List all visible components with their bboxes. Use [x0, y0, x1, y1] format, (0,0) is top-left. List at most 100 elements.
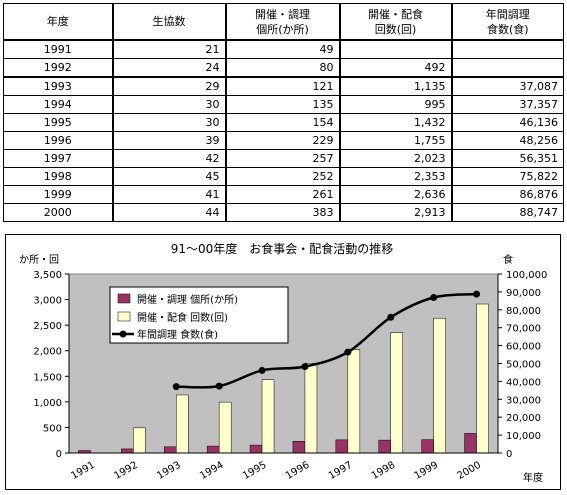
x-tick-label: 1994 — [198, 460, 226, 482]
cell-sites: 383 — [224, 203, 340, 222]
cell-sites: 121 — [224, 76, 340, 96]
chart-container: 91～00年度 お食事会・配食活動の推移 か所・回 食年度 3,500 3,000 2,5… — [5, 234, 561, 490]
legend-swatch-sessions — [117, 311, 131, 322]
y-left-tick-label: 3,000 — [33, 296, 62, 307]
bar-sessions — [433, 317, 446, 454]
y-left-tick-label: 1,500 — [33, 372, 62, 383]
y-right-tick-label: 50,000 — [506, 360, 541, 371]
cell-meals: 86,876 — [450, 185, 564, 204]
cell-sites: 49 — [224, 39, 340, 59]
table-row: 1992 24 80 492 — [3, 58, 564, 78]
y-left-tick-label: 0 — [56, 449, 62, 460]
cell-coops: 24 — [111, 58, 226, 78]
y-left-tick-label: 2,000 — [33, 347, 62, 358]
y-right-tick-label: 30,000 — [506, 395, 541, 406]
cell-sessions: 2,913 — [338, 203, 452, 222]
y-left-tick-label: 2,500 — [33, 321, 62, 332]
table-row: 1996 39 229 1,755 48,256 — [3, 131, 564, 150]
y-left-tick-label: 3,500 — [33, 270, 62, 281]
x-tick-label: 1995 — [241, 460, 269, 482]
header-coops: 生協数 — [111, 3, 226, 41]
line-meals-point — [172, 383, 180, 391]
cell-coops: 30 — [111, 113, 226, 132]
table-row: 1998 45 252 2,353 75,822 — [3, 167, 564, 186]
cell-year: 1992 — [3, 58, 113, 78]
cell-sessions: 1,432 — [338, 113, 452, 132]
cell-meals: 48,256 — [450, 131, 564, 150]
cell-sites: 229 — [224, 131, 340, 150]
cell-coops: 29 — [111, 76, 226, 96]
y-right-tick-label: 60,000 — [506, 342, 541, 353]
bar-sessions — [261, 379, 275, 454]
bar-sessions — [218, 401, 232, 454]
y-right-tick-label: 100,000 — [506, 270, 547, 281]
cell-meals: 46,136 — [450, 113, 564, 132]
table-header-row: 年度 生協数 開催・調理 個所(か所) 開催・配食 回数(回) 年間調理 食数(食) — [3, 3, 564, 41]
y-right-tick-label: 80,000 — [506, 306, 541, 317]
x-tick-label: 1993 — [155, 460, 183, 482]
x-tick-label: 1996 — [284, 460, 312, 482]
line-meals-point — [430, 293, 438, 301]
cell-year: 1996 — [3, 131, 113, 150]
line-meals-point — [473, 290, 481, 298]
cell-sessions — [338, 39, 452, 59]
line-meals-point — [258, 366, 266, 374]
cell-sessions: 2,636 — [338, 185, 452, 204]
cell-coops: 30 — [111, 95, 226, 114]
cell-meals: 56,351 — [450, 149, 564, 168]
cell-sessions: 492 — [338, 58, 452, 78]
chart-title: 91～00年度 お食事会・配食活動の推移 — [171, 241, 394, 256]
cell-sessions: 2,353 — [338, 167, 452, 186]
table-row: 1997 42 257 2,023 56,351 — [3, 149, 564, 168]
bar-sites — [464, 433, 477, 454]
cell-sites: 252 — [224, 167, 340, 186]
legend-marker-meals — [119, 330, 127, 338]
legend-swatch-sites — [117, 293, 131, 304]
y-right-tick-label: 40,000 — [506, 377, 541, 388]
table-row: 1999 41 261 2,636 86,876 — [3, 185, 564, 204]
bar-sessions — [390, 332, 403, 454]
cell-year: 1993 — [3, 76, 113, 96]
x-tick-label: 1992 — [112, 460, 140, 482]
cell-meals: 75,822 — [450, 167, 564, 186]
cell-sites: 257 — [224, 149, 340, 168]
cell-year: 1994 — [3, 95, 113, 114]
cell-year: 1998 — [3, 167, 113, 186]
cell-coops: 45 — [111, 167, 226, 186]
legend — [109, 286, 289, 344]
bar-sites — [335, 439, 349, 454]
cell-coops: 41 — [111, 185, 226, 204]
legend-label-sessions: 開催・配食 回数(回) — [137, 311, 228, 324]
bar-sessions — [347, 349, 361, 454]
x-axis-label: 年度 — [523, 471, 543, 484]
y-axis-right-label: 食 — [503, 253, 513, 266]
data-table: 年度 生協数 開催・調理 個所(か所) 開催・配食 回数(回) 年間調理 食数(食) … — [3, 3, 564, 222]
cell-sessions: 2,023 — [338, 149, 452, 168]
header-sessions: 開催・配食 回数(回) — [338, 3, 452, 41]
cell-sessions: 1,755 — [338, 131, 452, 150]
cell-year: 1997 — [3, 149, 113, 168]
table-row: 1995 30 154 1,432 46,136 — [3, 113, 564, 132]
legend-label-sites: 開催・調理 個所(か所) — [137, 293, 238, 306]
line-meals — [176, 292, 477, 389]
table-row: 2000 44 383 2,913 88,747 — [3, 203, 564, 222]
x-tick-label: 2000 — [456, 460, 484, 482]
cell-year: 2000 — [3, 203, 113, 222]
cell-meals — [450, 58, 564, 78]
bar-sites — [378, 439, 391, 454]
bar-sites — [292, 441, 306, 454]
y-right-tick-label: 10,000 — [506, 431, 541, 442]
header-year: 年度 — [3, 3, 113, 41]
bar-sessions — [133, 427, 146, 454]
bar-sites — [249, 444, 263, 454]
x-tick-label: 1997 — [327, 460, 355, 482]
cell-meals: 88,747 — [450, 203, 564, 222]
line-meals-point — [215, 382, 223, 390]
cell-coops: 42 — [111, 149, 226, 168]
bar-sites — [206, 445, 220, 454]
y-right-tick-label: 70,000 — [506, 324, 541, 335]
cell-sites: 80 — [224, 58, 340, 78]
line-meals-point — [344, 348, 352, 356]
